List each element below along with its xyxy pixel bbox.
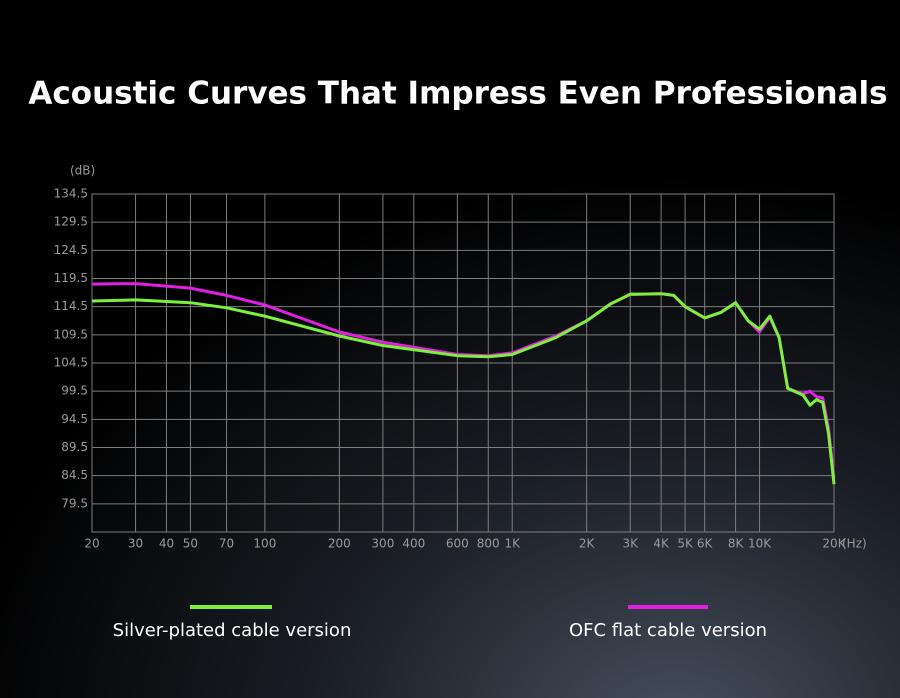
x-tick-label: 200 (328, 537, 351, 551)
x-tick-label: 50 (183, 537, 198, 551)
legend-label: Silver-plated cable version (113, 620, 352, 641)
x-tick-label: 8K (728, 537, 745, 551)
chart-title: Acoustic Curves That Impress Even Profes… (28, 76, 887, 112)
x-tick-label: 800 (477, 537, 500, 551)
y-tick-label: 104.5 (54, 356, 88, 370)
y-tick-label: 109.5 (54, 327, 88, 341)
y-tick-label: 114.5 (54, 299, 88, 313)
y-axis-label: (dB) (70, 164, 95, 178)
y-tick-label: 94.5 (61, 412, 88, 426)
y-tick-label: 89.5 (61, 440, 88, 454)
series-line (91, 292, 836, 485)
y-tick-label: 79.5 (61, 496, 88, 510)
x-tick-label: 5K (677, 537, 694, 551)
x-tick-label: 30 (128, 537, 143, 551)
x-tick-label: 3K (622, 537, 639, 551)
x-tick-label: 20K (822, 537, 846, 551)
y-tick-label: 84.5 (61, 468, 88, 482)
x-tick-label: 40 (159, 537, 174, 551)
x-axis-label: (Hz) (842, 537, 867, 551)
x-tick-label: 1K (504, 537, 521, 551)
y-tick-label: 129.5 (54, 215, 88, 229)
y-tick-label: 124.5 (54, 243, 88, 257)
legend-label: OFC flat cable version (569, 620, 767, 641)
x-tick-label: 6K (697, 537, 714, 551)
x-tick-label: 600 (446, 537, 469, 551)
x-tick-label: 10K (748, 537, 772, 551)
x-tick-label: 100 (253, 537, 276, 551)
x-tick-label: 20 (84, 537, 99, 551)
x-tick-label: 300 (371, 537, 394, 551)
y-tick-label: 99.5 (61, 384, 88, 398)
x-tick-label: 70 (219, 537, 234, 551)
y-tick-label: 134.5 (54, 187, 88, 201)
x-tick-label: 4K (653, 537, 670, 551)
y-tick-label: 119.5 (54, 271, 88, 285)
x-tick-label: 400 (402, 537, 425, 551)
x-tick-label: 2K (579, 537, 596, 551)
